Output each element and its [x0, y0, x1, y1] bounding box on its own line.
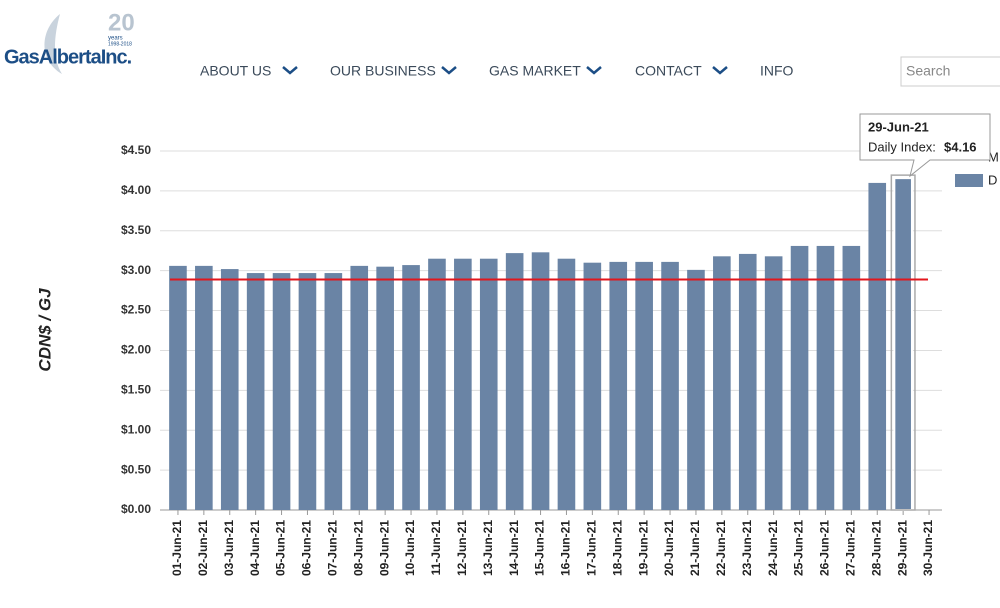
- bar: [765, 256, 783, 510]
- x-tick-label: 05-Jun-21: [274, 520, 288, 576]
- x-tick-label: 09-Jun-21: [377, 520, 391, 576]
- tooltip-value: $4.16: [944, 139, 977, 154]
- x-tick-label: 26-Jun-21: [818, 520, 832, 576]
- nav-link[interactable]: CONTACT: [635, 63, 702, 79]
- bar: [661, 262, 679, 510]
- x-tick-label: 19-Jun-21: [636, 520, 650, 576]
- bar: [376, 267, 394, 510]
- x-tick-label: 10-Jun-21: [403, 520, 417, 576]
- nav-link[interactable]: OUR BUSINESS: [330, 63, 436, 79]
- nav-chevron[interactable]: [442, 67, 456, 73]
- x-tick-label: 17-Jun-21: [585, 520, 599, 576]
- x-tick-label: 21-Jun-21: [688, 520, 702, 576]
- x-tick-label: 27-Jun-21: [844, 520, 858, 576]
- x-tick-label: 30-Jun-21: [921, 520, 935, 576]
- x-tick-label: 01-Jun-21: [170, 520, 184, 576]
- bar: [221, 269, 239, 510]
- bar: [817, 246, 835, 510]
- y-tick-label: $3.50: [121, 223, 151, 237]
- x-tick-label: 28-Jun-21: [869, 520, 883, 576]
- x-tick-label: 13-Jun-21: [481, 520, 495, 576]
- legend-label: D: [988, 172, 997, 187]
- x-tick-label: 16-Jun-21: [559, 520, 573, 576]
- tooltip-label: Daily Index:: [868, 139, 936, 154]
- logo-anniversary: 20: [108, 9, 135, 36]
- search-placeholder[interactable]: Search: [906, 63, 950, 79]
- bar: [428, 259, 446, 510]
- x-tick-label: 20-Jun-21: [662, 520, 676, 576]
- y-tick-label: $4.50: [121, 143, 151, 157]
- y-tick-label: $1.00: [121, 422, 151, 436]
- x-tick-label: 29-Jun-21: [895, 520, 909, 576]
- bar: [609, 262, 627, 510]
- bar: [894, 178, 912, 510]
- x-tick-label: 23-Jun-21: [740, 520, 754, 576]
- tooltip: 29-Jun-21 Daily Index: $4.16: [860, 114, 990, 176]
- bar: [454, 259, 472, 510]
- y-tick-label: $0.00: [121, 502, 151, 516]
- y-tick-label: $3.00: [121, 263, 151, 277]
- y-tick-label: $2.00: [121, 343, 151, 357]
- nav-link[interactable]: GAS MARKET: [489, 63, 581, 79]
- x-tick-label: 04-Jun-21: [248, 520, 262, 576]
- bar: [843, 246, 861, 510]
- bar: [635, 262, 653, 510]
- nav-chevron[interactable]: [713, 67, 727, 73]
- nav-chevron[interactable]: [587, 67, 601, 73]
- bar: [273, 273, 291, 510]
- bar: [558, 259, 576, 510]
- bar: [687, 270, 705, 510]
- x-tick-label: 25-Jun-21: [792, 520, 806, 576]
- bar: [584, 263, 602, 510]
- x-tick-label: 24-Jun-21: [766, 520, 780, 576]
- x-tick-label: 06-Jun-21: [300, 520, 314, 576]
- bar: [325, 273, 343, 510]
- legend-swatch: [955, 174, 983, 187]
- x-tick-label: 02-Jun-21: [196, 520, 210, 576]
- bar: [169, 266, 187, 510]
- bar: [299, 273, 317, 510]
- x-tick-label: 15-Jun-21: [533, 520, 547, 576]
- bar: [506, 253, 524, 510]
- bar: [739, 254, 757, 510]
- logo: GasAlbertaInc.: [4, 46, 132, 68]
- bar: [713, 256, 731, 510]
- x-tick-label: 22-Jun-21: [714, 520, 728, 576]
- x-tick-label: 07-Jun-21: [326, 520, 340, 576]
- y-axis-title: CDN$ / GJ: [35, 288, 54, 372]
- x-tick-label: 14-Jun-21: [507, 520, 521, 576]
- bar: [868, 183, 886, 510]
- x-tick-label: 08-Jun-21: [351, 520, 365, 576]
- x-tick-label: 12-Jun-21: [455, 520, 469, 576]
- y-tick-label: $2.50: [121, 303, 151, 317]
- nav-chevron[interactable]: [283, 67, 297, 73]
- logo-years: 1998-2018: [108, 41, 132, 47]
- tooltip-date: 29-Jun-21: [868, 119, 929, 134]
- nav: ABOUT US OUR BUSINESS GAS MARKET CONTACT…: [200, 63, 794, 79]
- y-tick-label: $4.00: [121, 183, 151, 197]
- x-tick-label: 03-Jun-21: [222, 520, 236, 576]
- bar: [402, 265, 420, 510]
- x-tick-label: 18-Jun-21: [610, 520, 624, 576]
- y-tick-label: $1.50: [121, 383, 151, 397]
- y-tick-label: $0.50: [121, 462, 151, 476]
- nav-link[interactable]: ABOUT US: [200, 63, 271, 79]
- nav-link[interactable]: INFO: [760, 63, 794, 79]
- bar: [247, 273, 265, 510]
- bar: [350, 266, 368, 510]
- x-tick-label: 11-Jun-21: [429, 520, 443, 576]
- bar: [195, 266, 213, 510]
- bar: [532, 252, 550, 510]
- bar: [480, 259, 498, 510]
- bar: [791, 246, 809, 510]
